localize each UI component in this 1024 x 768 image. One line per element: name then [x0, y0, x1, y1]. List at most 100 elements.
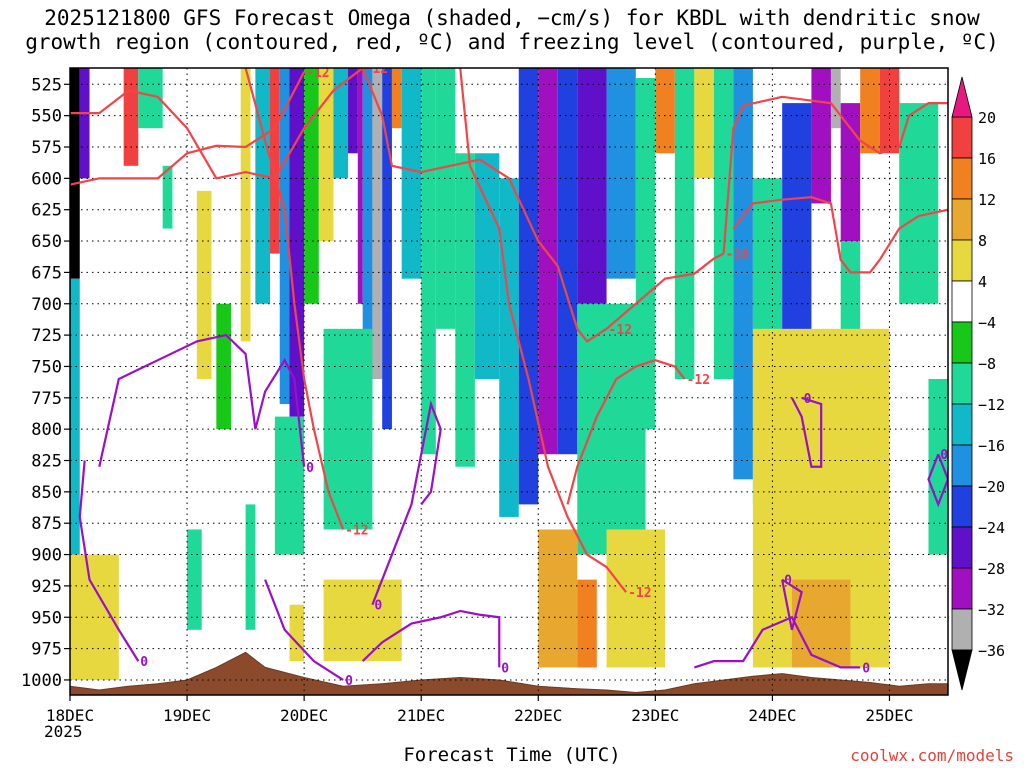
omega-band — [713, 68, 734, 379]
omega-band — [289, 68, 305, 417]
terrain-layer — [70, 651, 948, 695]
colorbar-swatch — [951, 321, 973, 364]
x-tick-label: 21DEC — [397, 706, 445, 725]
terrain-profile — [70, 651, 948, 695]
colorbar-swatch — [951, 280, 973, 323]
y-tick-label: 525 — [31, 75, 62, 95]
colorbar-min-arrow — [951, 649, 973, 691]
omega-band — [382, 68, 392, 430]
omega-band — [518, 68, 539, 505]
omega-band — [240, 68, 251, 342]
y-tick-label: 1000 — [21, 671, 62, 691]
colorbar-label: 12 — [978, 191, 996, 209]
y-tick-label: 750 — [31, 357, 62, 377]
omega-band — [840, 103, 861, 242]
y-tick-label: 550 — [31, 107, 62, 127]
omega-band — [391, 68, 402, 129]
freezing-contour-layer: 0 0 0 0 0 0 0 0 0 — [78, 333, 948, 689]
omega-band — [928, 378, 948, 555]
y-tick-label: 650 — [31, 232, 62, 252]
colorbar-label: −8 — [978, 355, 996, 373]
omega-band — [372, 68, 383, 379]
freezing-contour-label: 0 — [345, 674, 353, 689]
freezing-contour-line — [264, 579, 344, 681]
omega-band — [196, 190, 212, 379]
colorbar-swatch — [951, 362, 973, 405]
x-tick-label: 25DEC — [865, 706, 913, 725]
x-axis: 18DEC 19DEC 20DEC 21DEC 22DEC 23DEC 24DEC 25DEC — [46, 695, 914, 725]
freezing-contour-label: 0 — [140, 655, 148, 670]
dgz-contour-label: -12 — [628, 586, 651, 601]
freezing-contour-line — [927, 453, 948, 508]
omega-band — [474, 153, 500, 379]
dgz-contour-label: -12 — [609, 323, 632, 338]
dgz-contour-line — [605, 252, 725, 330]
colorbar-label: 8 — [978, 232, 987, 250]
omega-band — [577, 303, 646, 555]
y-tick-label: 800 — [31, 420, 62, 440]
freezing-contour-line — [98, 333, 306, 468]
colorbar-label: −4 — [978, 314, 996, 332]
freezing-contour-line — [694, 615, 861, 669]
omega-band — [357, 68, 363, 304]
dgz-contour-line — [459, 68, 627, 593]
x-axis-title: Forecast Time (UTC) — [403, 744, 621, 766]
colorbar-swatch — [951, 485, 973, 528]
freezing-contour-line — [78, 460, 140, 662]
freezing-contour-label: 0 — [501, 661, 509, 676]
colorbar-label: −28 — [978, 560, 1005, 578]
omega-band — [811, 68, 831, 204]
x-tick-label: 18DEC — [46, 706, 94, 725]
omega-band — [269, 68, 280, 254]
omega-band — [635, 78, 656, 430]
y-tick-label: 600 — [31, 169, 62, 189]
dgz-contour-label: -12 — [345, 523, 368, 538]
dgz-contour-label: -12 — [365, 62, 388, 77]
freezing-contour-label: 0 — [306, 461, 314, 476]
omega-band — [879, 68, 900, 154]
dgz-contour-line — [722, 95, 948, 254]
y-axis: 525 550 575 600 625 650 675 700 725 750 775 800 825 8… — [21, 75, 70, 691]
freezing-contour-label: 0 — [804, 392, 812, 407]
dgz-contour-line — [244, 68, 345, 530]
omega-band — [323, 579, 402, 662]
y-tick-label: 575 — [31, 138, 62, 158]
omega-band — [304, 68, 319, 304]
omega-band — [455, 153, 475, 467]
colorbar-swatch — [951, 157, 973, 200]
freezing-contour-label: 0 — [862, 661, 870, 676]
dgz-contour-line — [566, 359, 686, 505]
omega-band — [435, 68, 456, 329]
omega-band — [362, 68, 373, 455]
omega-band — [860, 68, 880, 154]
omega-band — [318, 68, 334, 242]
omega-band — [538, 529, 578, 668]
dgz-contour-label: -12 — [687, 373, 710, 388]
year-label: 2025 — [44, 722, 83, 741]
colorbar-label: 4 — [978, 273, 987, 291]
credit-link[interactable]: coolwx.com/models — [850, 746, 1014, 765]
y-tick-label: 700 — [31, 295, 62, 315]
omega-band — [279, 68, 290, 405]
y-tick-label: 850 — [31, 483, 62, 503]
omega-shading-layer — [70, 68, 948, 680]
omega-band — [274, 416, 305, 555]
omega-band — [187, 529, 202, 630]
omega-band — [162, 165, 173, 229]
omega-band — [70, 68, 80, 279]
omega-band — [123, 68, 139, 166]
colorbar-swatch — [951, 239, 973, 282]
omega-band — [79, 68, 90, 179]
colorbar-swatch — [951, 116, 973, 159]
x-tick-label: 19DEC — [163, 706, 211, 725]
colorbar-label: −16 — [978, 437, 1005, 455]
omega-band — [499, 178, 519, 517]
x-tick-label: 23DEC — [631, 706, 679, 725]
omega-band — [899, 103, 939, 304]
omega-band — [70, 278, 80, 555]
omega-band — [694, 68, 714, 179]
colorbar-swatch — [951, 608, 973, 651]
plot-frame — [69, 67, 949, 696]
omega-band — [289, 604, 305, 662]
